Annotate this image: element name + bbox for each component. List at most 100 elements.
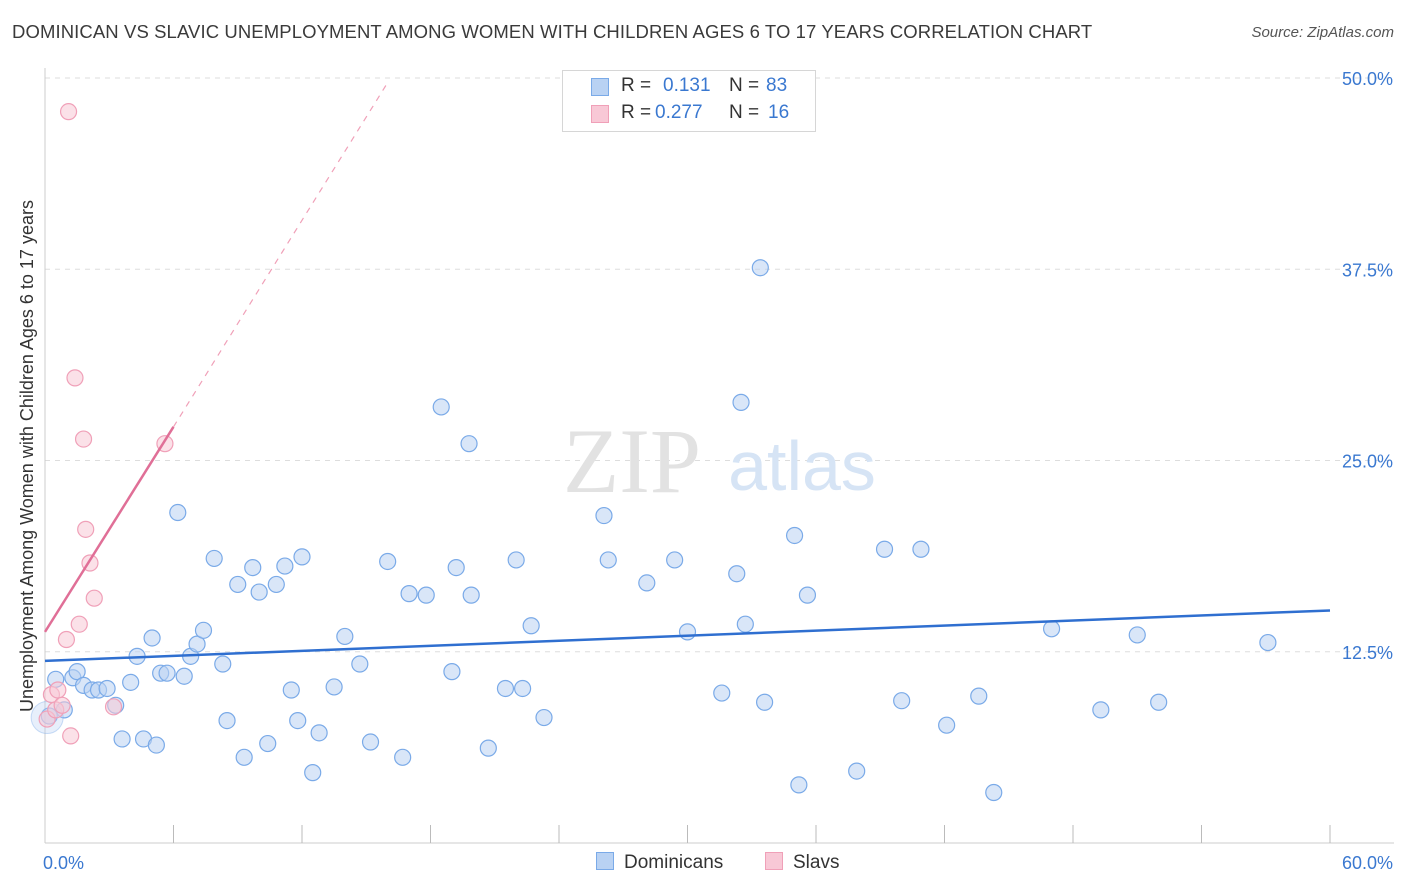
watermark: ZIP atlas: [563, 410, 876, 512]
dominicans-point: [432, 398, 450, 416]
legend-r-label: R =: [621, 75, 652, 96]
watermark-atlas: atlas: [728, 427, 876, 505]
bottom-legend-swatch-dominicans: [596, 852, 614, 870]
dominicans-point: [751, 259, 769, 277]
legend-r-value-slavs: 0.277: [655, 102, 703, 123]
bottom-legend-swatch-slavs: [765, 852, 783, 870]
slavs-points: [38, 103, 174, 745]
source-credit: Source: ZipAtlas.com: [1251, 24, 1394, 41]
slavs-point: [85, 589, 103, 607]
dominicans-point: [205, 549, 223, 568]
chart-title: DOMINICAN VS SLAVIC UNEMPLOYMENT AMONG W…: [12, 21, 1093, 42]
dominicans-point: [147, 736, 165, 754]
dominicans-point: [985, 783, 1003, 802]
dominicans-point: [728, 565, 746, 583]
dominicans-point: [460, 435, 478, 453]
dominicans-point: [875, 540, 894, 558]
dominicans-point: [68, 663, 86, 681]
dominicans-point: [158, 664, 176, 682]
dominicans-point: [250, 583, 268, 601]
dominicans-point: [325, 678, 343, 696]
dominicans-point: [293, 548, 311, 566]
dominicans-point: [218, 711, 236, 730]
dominicans-point: [289, 711, 307, 730]
dominicans-point: [970, 687, 988, 705]
dominicans-point: [1042, 620, 1061, 638]
legend-swatch-dominicans: [591, 78, 609, 96]
tick-labels: 12.5% 25.0% 37.5% 50.0% 0.0% 60.0%: [43, 69, 1393, 873]
dominicans-point: [447, 558, 465, 577]
dominicans-point: [912, 540, 930, 558]
axes: [44, 68, 1394, 844]
dominicans-point: [169, 503, 187, 522]
bottom-legend-dominicans[interactable]: Dominicans: [596, 852, 723, 874]
watermark-zip: ZIP: [563, 410, 701, 512]
dominicans-point: [175, 667, 193, 685]
trend-lines: [43, 82, 1331, 663]
dominicans-point: [443, 663, 461, 681]
slavs-point: [53, 696, 71, 714]
slavs-trend-line: [43, 426, 175, 633]
dominicans-point: [336, 627, 354, 646]
x-tick-label: 60.0%: [1342, 853, 1393, 873]
slavs-point: [62, 727, 80, 745]
dominicans-point: [848, 762, 866, 780]
legend-n-value-dominicans: 83: [766, 75, 788, 96]
dominicans-point: [244, 558, 262, 577]
slavs-point: [70, 615, 88, 633]
dominicans-point: [496, 679, 515, 698]
slavs-point: [104, 698, 123, 716]
dominicans-point: [267, 575, 285, 594]
dominicans-point: [755, 693, 774, 711]
slavs-point: [74, 430, 93, 448]
dominicans-point: [893, 692, 911, 710]
slavs-point: [57, 630, 76, 649]
bottom-legend-label-dominicans: Dominicans: [624, 852, 724, 873]
dominicans-point: [379, 552, 397, 571]
slavs-point: [66, 369, 84, 387]
dominicans-point: [113, 730, 131, 748]
dominicans-trend-line: [44, 609, 1331, 663]
bottom-legend-slavs[interactable]: Slavs: [765, 852, 839, 874]
dominicans-point: [678, 623, 697, 641]
dominicans-point: [259, 734, 277, 753]
dominicans-point: [194, 621, 213, 639]
y-tick-label: 37.5%: [1342, 260, 1393, 280]
dominicans-point: [713, 684, 731, 702]
y-axis-label: Unemployment Among Women with Children A…: [17, 200, 37, 712]
dominicans-point: [235, 748, 253, 766]
bottom-legend-label-slavs: Slavs: [793, 852, 840, 873]
dominicans-point: [462, 586, 480, 604]
dominicans-point: [361, 733, 380, 751]
legend-r-label: R =: [621, 102, 652, 123]
slavs-point: [77, 520, 95, 538]
dominicans-point: [1150, 693, 1168, 711]
dominicans-point: [522, 617, 540, 635]
slavs-trend-extension: [172, 82, 389, 428]
dominicans-point: [785, 526, 804, 545]
dominicans-point: [351, 655, 369, 673]
x-tick-label: 0.0%: [43, 853, 84, 873]
dominicans-point: [417, 586, 435, 604]
dominicans-point: [535, 708, 553, 727]
dominicans-point: [310, 724, 328, 742]
dominicans-point: [790, 776, 808, 794]
dominicans-point: [638, 574, 656, 592]
y-tick-label: 12.5%: [1342, 643, 1393, 663]
dominicans-point: [276, 557, 294, 575]
dominicans-point: [1259, 633, 1277, 652]
dominicans-point: [122, 673, 140, 691]
dominicans-point: [1128, 626, 1146, 644]
dominicans-point: [479, 739, 497, 757]
y-tick-label: 25.0%: [1342, 452, 1393, 472]
correlation-legend: R = 0.131 N = 83 R = 0.277 N = 16: [562, 70, 816, 132]
dominicans-point: [666, 551, 684, 569]
slavs-point: [49, 681, 67, 699]
legend-r-value-dominicans: 0.131: [663, 75, 711, 96]
dominicans-point: [938, 716, 956, 734]
dominicans-point: [732, 393, 750, 411]
dominicans-point: [98, 679, 116, 698]
legend-n-label: N =: [729, 75, 760, 96]
dominicans-point: [400, 585, 418, 603]
